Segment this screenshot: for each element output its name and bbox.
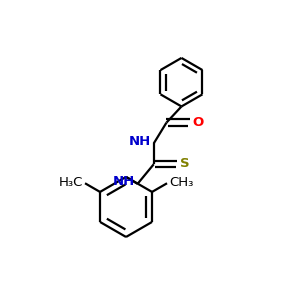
- Text: NH: NH: [113, 175, 135, 188]
- Text: CH₃: CH₃: [169, 176, 193, 189]
- Text: S: S: [180, 157, 189, 170]
- Text: NH: NH: [129, 135, 152, 148]
- Text: H₃C: H₃C: [59, 176, 83, 189]
- Text: O: O: [192, 116, 204, 129]
